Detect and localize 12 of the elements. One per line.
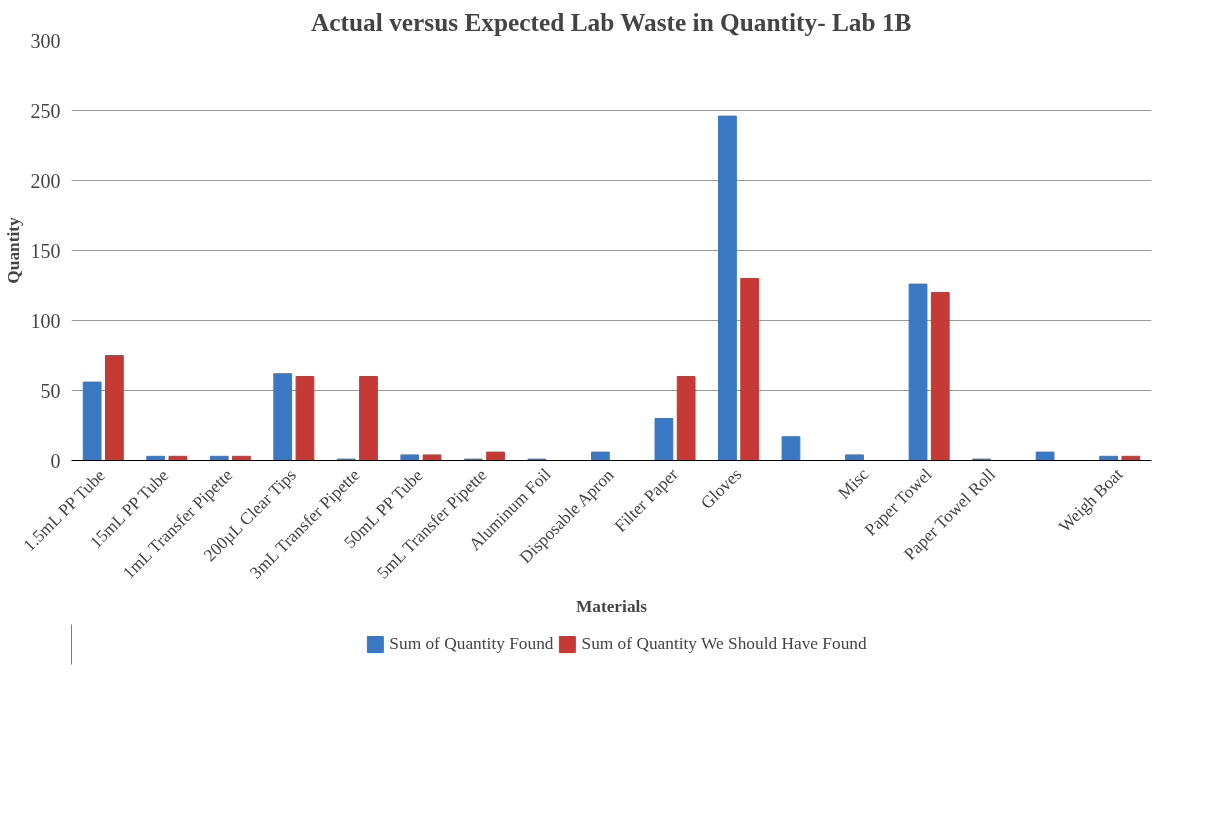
y-tick-label: 300	[30, 29, 61, 52]
y-tick-label: 150	[30, 239, 61, 262]
x-axis-title: Materials	[575, 597, 648, 617]
legend-label: Sum of Quantity We Should Have Found	[581, 634, 867, 654]
y-tick-label: 50	[40, 379, 61, 402]
chart-title: Actual versus Expected Lab Waste in Quantity- Lab 1B	[311, 7, 912, 36]
y-tick-label: 250	[30, 99, 61, 122]
legend-label: Sum of Quantity Found	[389, 634, 554, 654]
y-tick-label: 0	[50, 449, 61, 472]
y-tick-label: 100	[30, 309, 61, 332]
y-axis-title: Quantity	[3, 216, 23, 284]
y-tick-label: 200	[30, 169, 61, 192]
